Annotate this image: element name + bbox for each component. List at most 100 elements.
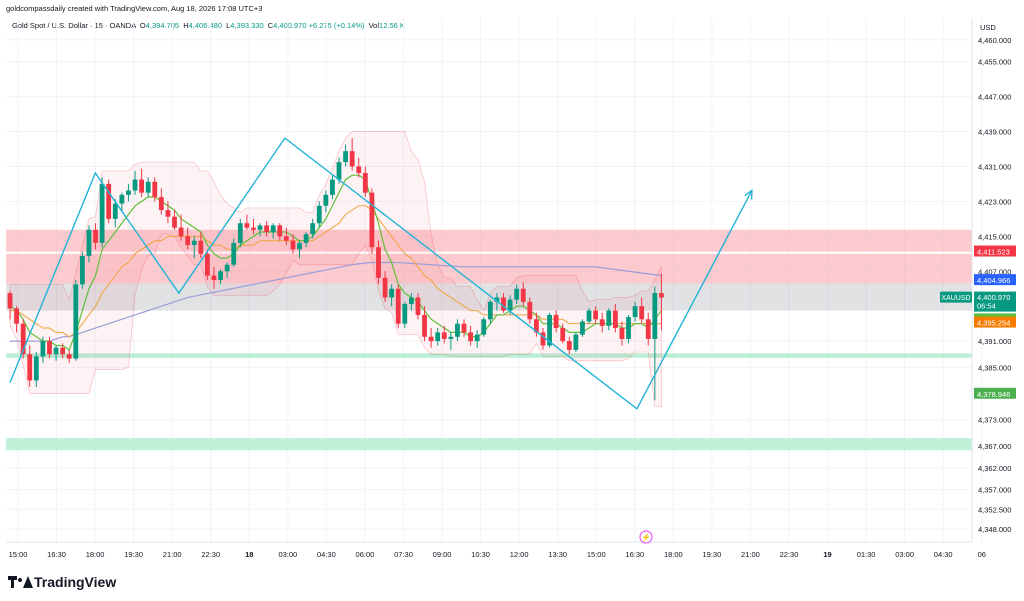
price-tag xyxy=(974,245,1016,257)
candle-body xyxy=(93,229,98,243)
candle xyxy=(520,282,526,307)
candle-body xyxy=(251,227,256,230)
zone-support-upper xyxy=(6,353,972,358)
candle-body xyxy=(106,183,112,219)
candle xyxy=(283,227,289,246)
candle xyxy=(376,240,381,285)
x-tick-label: 16:30 xyxy=(625,550,644,559)
bollinger-band xyxy=(9,131,662,407)
candle xyxy=(27,345,33,387)
candle-body xyxy=(527,301,533,320)
candle-body xyxy=(211,275,217,280)
candle xyxy=(211,266,217,289)
candle-body xyxy=(119,194,125,204)
symbol-name[interactable]: Gold Spot / U.S. Dollar · 15 · OANDA xyxy=(12,21,136,30)
candle-body xyxy=(389,288,395,298)
candle xyxy=(185,227,191,250)
candle xyxy=(652,286,658,401)
candle-body xyxy=(244,223,250,228)
candle xyxy=(14,306,19,333)
candle xyxy=(119,192,125,213)
candle-body xyxy=(362,173,368,193)
current-price-tag xyxy=(974,291,1016,312)
candle-body xyxy=(139,179,144,193)
tradingview-logo[interactable]: TradingView xyxy=(8,574,116,590)
y-tick-label: 4,362.000 xyxy=(978,464,1011,473)
event-marker-glyph: ⚡ xyxy=(641,532,651,542)
candle-body xyxy=(53,347,59,355)
price-tag xyxy=(974,387,1016,399)
candle-body xyxy=(257,225,263,230)
candle-body xyxy=(277,225,283,237)
candle-body xyxy=(99,183,105,243)
candle-body xyxy=(586,310,592,322)
candle-body xyxy=(514,288,520,300)
axes: USD 4,460.000 4,455.000 4,447.000 4,439.000 4… xyxy=(6,18,1011,559)
candle-body xyxy=(158,197,164,211)
candle-body xyxy=(408,297,414,305)
candle-body xyxy=(218,271,223,280)
candle-body xyxy=(152,181,158,198)
candle xyxy=(79,251,85,289)
candle xyxy=(501,293,506,313)
candle-body xyxy=(7,293,13,309)
price-tag-label: 4,395.254 xyxy=(977,319,1010,328)
price-tag-label: 4,378.946 xyxy=(977,390,1010,399)
candle xyxy=(448,332,454,350)
candle xyxy=(297,240,302,259)
candle xyxy=(441,325,447,344)
candle xyxy=(435,328,441,346)
candle xyxy=(303,231,309,248)
y-tick-label: 4,431.000 xyxy=(978,162,1011,171)
y-tick-label: 4,447.000 xyxy=(978,93,1011,102)
candle xyxy=(626,314,631,344)
x-tick-label: 21:00 xyxy=(163,550,182,559)
candle xyxy=(86,225,92,263)
candle-body xyxy=(501,297,506,311)
candle-body xyxy=(14,308,19,324)
candle-body xyxy=(191,240,197,246)
zone-resistance-upper xyxy=(6,229,972,252)
candle xyxy=(356,157,362,178)
y-tick-label: 4,385.000 xyxy=(978,363,1011,372)
candle-body xyxy=(639,306,645,320)
candle xyxy=(152,177,158,202)
candle xyxy=(369,188,375,254)
candle-body xyxy=(112,203,118,219)
candle-body xyxy=(560,328,566,342)
candle xyxy=(323,190,329,213)
candle xyxy=(573,332,579,353)
candle-body xyxy=(441,332,447,339)
candle xyxy=(316,201,322,228)
candle-body xyxy=(547,314,552,346)
candle xyxy=(428,328,434,348)
candle xyxy=(112,199,118,228)
candle-body xyxy=(132,179,138,191)
candle-body xyxy=(79,255,85,285)
close-value: 4,400.970 xyxy=(273,21,307,30)
candle xyxy=(93,223,98,250)
candle xyxy=(264,221,270,237)
candle xyxy=(231,238,237,267)
ema-slow-line xyxy=(10,205,662,338)
candle-body xyxy=(60,347,66,355)
candle xyxy=(145,177,151,198)
candle-body xyxy=(422,314,427,337)
candle xyxy=(66,349,72,363)
symbol-tag xyxy=(940,291,972,303)
candle xyxy=(527,297,533,324)
candle xyxy=(191,236,197,259)
candle xyxy=(659,273,664,331)
candle xyxy=(310,218,316,239)
candle-body xyxy=(86,229,92,256)
candle xyxy=(586,308,592,324)
candle xyxy=(514,284,520,305)
candle-body xyxy=(270,225,276,232)
candle xyxy=(560,323,566,344)
change-value: +6.275 (+0.14%) xyxy=(308,21,365,30)
projection xyxy=(9,137,753,410)
candle-body xyxy=(343,151,348,163)
candle xyxy=(566,336,572,355)
open-value: 4,394.705 xyxy=(145,21,180,30)
